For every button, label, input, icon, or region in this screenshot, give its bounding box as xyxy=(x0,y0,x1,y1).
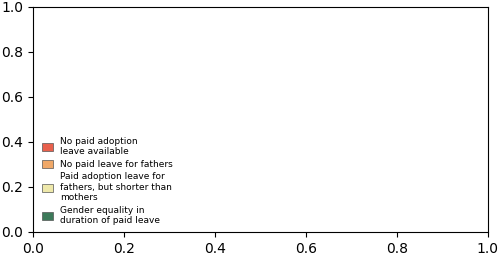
Legend: No paid adoption
leave available, No paid leave for fathers, Paid adoption leave: No paid adoption leave available, No pai… xyxy=(42,136,173,225)
